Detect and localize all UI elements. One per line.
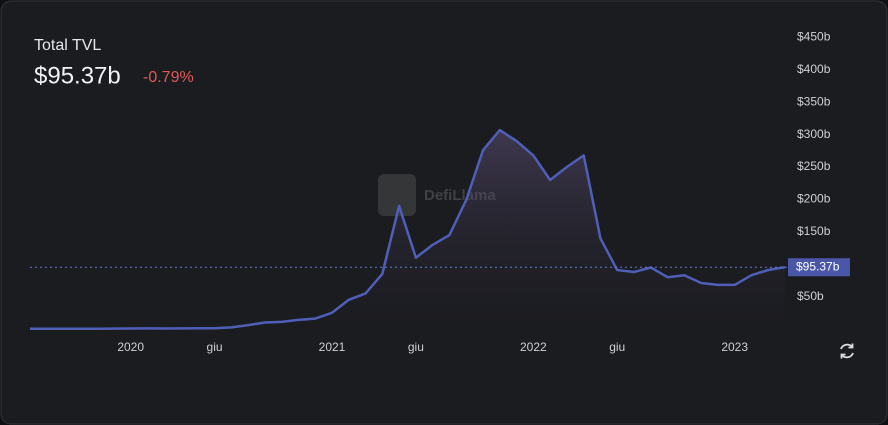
y-tick-label: $350b [797,94,831,108]
title: Total TVL [34,37,101,54]
x-tick-label: giu [609,340,625,354]
refresh-button[interactable] [840,343,854,359]
x-tick-label: 2022 [520,340,547,354]
current-value: $95.37b [34,62,121,89]
y-tick-label: $400b [797,62,831,76]
current-value-badge [788,258,850,277]
x-tick-label: giu [207,340,223,354]
y-tick-label: $150b [797,224,831,238]
x-tick-label: giu [408,340,424,354]
line [30,128,786,330]
x-tick-label: 2021 [319,340,346,354]
current-value-label: $95.37b [796,259,840,273]
change: -0.79% [143,69,194,86]
y-tick-label: $450b [797,30,831,44]
area [30,130,785,329]
watermark-logo [378,174,416,216]
y-tick-label: $300b [797,127,831,141]
y-tick-label: $50b [797,289,824,303]
x-tick-label: 2020 [117,340,144,354]
y-tick-label: $200b [797,192,831,206]
x-tick-label: 2023 [721,340,748,354]
y-tick-label: $250b [797,159,831,173]
